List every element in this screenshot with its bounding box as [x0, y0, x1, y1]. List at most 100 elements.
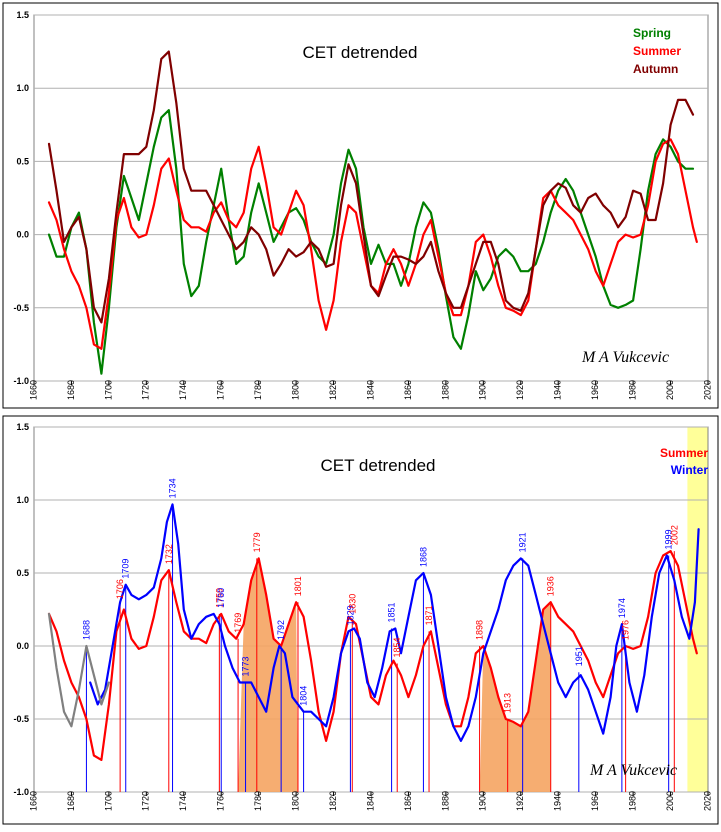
y-tick-label: 0.0: [16, 230, 29, 240]
year-label: 1706: [115, 579, 125, 599]
year-label: 1732: [164, 544, 174, 564]
y-tick-label: -1.0: [13, 787, 29, 797]
legend-entry-spring: Spring: [633, 26, 671, 40]
y-tick-label: 1.5: [16, 10, 29, 20]
x-tick-label: 1940: [553, 791, 563, 811]
x-tick-label: 2000: [665, 791, 675, 811]
x-tick-label: 1720: [141, 791, 151, 811]
year-label: 1773: [241, 656, 251, 676]
top-chart: -1.0 -0.5 0.0 0.5 1.0 1.5 1660 1680 1700 1720 1740…: [13, 10, 712, 400]
highlight-band: [687, 427, 708, 792]
y-tick-label: 0.5: [16, 156, 29, 166]
x-tick-label: 1780: [253, 380, 263, 400]
y-tick-label: 1.0: [16, 83, 29, 93]
year-label: 1779: [252, 532, 262, 552]
y-tick-label: 0.0: [16, 641, 29, 651]
bottom-chart-frame: [2, 415, 719, 825]
y-tick-label: 1.0: [16, 495, 29, 505]
x-tick-label: 1760: [216, 791, 226, 811]
y-tick-label: -1.0: [13, 376, 29, 386]
x-tick-label: 1680: [66, 380, 76, 400]
chart-title: CET detrended: [303, 43, 418, 62]
year-label: 1830: [347, 594, 357, 614]
x-tick-label: 1740: [178, 791, 188, 811]
x-tick-label: 1860: [403, 380, 413, 400]
series-line-spring: [47, 109, 695, 375]
x-tick-label: 1740: [178, 380, 188, 400]
x-tick-label: 1840: [365, 791, 375, 811]
x-tick-label: 1780: [253, 791, 263, 811]
x-tick-label: 1880: [440, 791, 450, 811]
x-tick-label: 1720: [141, 380, 151, 400]
x-tick-label: 1960: [590, 380, 600, 400]
y-tick-label: 0.5: [16, 568, 29, 578]
bottom-chart: -1.0 -0.5 0.0 0.5 1.0 1.5 1660 1680 1700 1720 1740…: [13, 422, 712, 811]
x-tick-label: 1900: [478, 791, 488, 811]
year-label: 1792: [276, 620, 286, 640]
chart-title: CET detrended: [321, 456, 436, 475]
year-label: 1734: [168, 478, 178, 498]
year-label: 1760: [216, 588, 226, 608]
x-tick-label: 2020: [702, 791, 712, 811]
x-tick-label: 1820: [328, 791, 338, 811]
year-label: 1913: [503, 693, 513, 713]
series-line-winter: [89, 503, 700, 742]
legend-entry-summer: Summer: [660, 446, 708, 460]
year-label: 2002: [669, 525, 679, 545]
year-label: 1976: [621, 620, 631, 640]
author-signature: M A Vukcevic: [589, 762, 677, 779]
series-line-gray: [47, 612, 110, 728]
legend-entry-winter: Winter: [671, 463, 709, 477]
x-tick-label: 1820: [328, 380, 338, 400]
year-label: 1951: [574, 646, 584, 666]
x-tick-label: 1920: [515, 791, 525, 811]
x-tick-label: 1760: [216, 380, 226, 400]
year-label: 1898: [475, 620, 485, 640]
x-tick-label: 1700: [103, 791, 113, 811]
x-tick-label: 1840: [365, 380, 375, 400]
series-line-summer: [47, 550, 698, 761]
y-tick-label: 1.5: [16, 422, 29, 432]
x-tick-label: 2000: [665, 380, 675, 400]
x-tick-label: 1860: [403, 791, 413, 811]
x-tick-label: 1980: [627, 791, 637, 811]
year-label: 1921: [518, 532, 528, 552]
x-tick-label: 1800: [290, 380, 300, 400]
year-label: 1936: [546, 576, 556, 596]
year-label: 1999: [664, 529, 674, 549]
shaded-period: [479, 602, 551, 792]
year-label: 1804: [299, 686, 309, 706]
x-tick-label: 1880: [440, 380, 450, 400]
year-label: 1801: [293, 576, 303, 596]
shaded-period: [238, 558, 298, 792]
x-tick-label: 1660: [28, 380, 38, 400]
year-label: 1769: [233, 613, 243, 633]
x-tick-label: 1900: [478, 380, 488, 400]
x-tick-label: 1700: [103, 380, 113, 400]
year-label: 1829: [345, 605, 355, 625]
author-signature: M A Vukcevic: [581, 349, 669, 366]
x-tick-label: 1660: [28, 791, 38, 811]
year-label: 1854: [392, 637, 402, 657]
year-label: 1974: [617, 598, 627, 618]
year-label: 1851: [387, 602, 397, 622]
year-label: 1868: [418, 547, 428, 567]
y-tick-label: -0.5: [13, 714, 29, 724]
x-tick-label: 1920: [515, 380, 525, 400]
series-line-autumn: [47, 50, 695, 324]
legend-entry-autumn: Autumn: [633, 62, 678, 76]
year-label: 1709: [121, 559, 131, 579]
legend-entry-summer: Summer: [633, 44, 681, 58]
x-tick-label: 2020: [702, 380, 712, 400]
year-label: 1688: [81, 620, 91, 640]
x-tick-label: 1960: [590, 791, 600, 811]
y-tick-label: -0.5: [13, 303, 29, 313]
x-tick-label: 1680: [66, 791, 76, 811]
x-tick-label: 1980: [627, 380, 637, 400]
year-label: 1759: [214, 588, 224, 608]
x-tick-label: 1800: [290, 791, 300, 811]
x-tick-label: 1940: [553, 380, 563, 400]
year-label: 1871: [424, 605, 434, 625]
